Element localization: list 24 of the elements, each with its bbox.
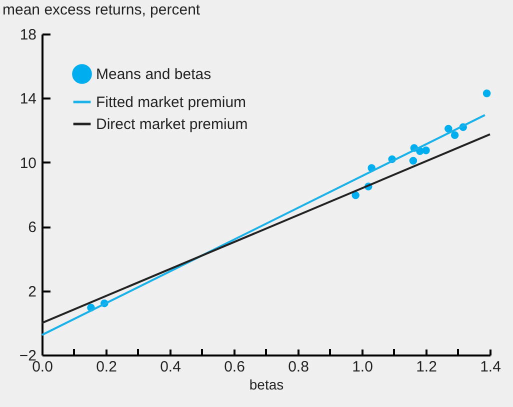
y-tick-label: 6	[28, 219, 36, 236]
x-tick-label: 1.0	[352, 358, 373, 376]
y-tick-label: 14	[20, 90, 36, 108]
y-tick-label: 10	[20, 154, 36, 172]
x-tick-label: 1.4	[480, 358, 501, 376]
point	[409, 156, 418, 165]
x-tick-label: 0.6	[224, 358, 245, 376]
x-axis-title: betas	[249, 376, 284, 392]
x-tick-label: 0.2	[96, 358, 117, 376]
y-tick-label: 18	[20, 26, 36, 44]
y-tick-label: 2	[28, 283, 36, 300]
point	[422, 146, 430, 154]
point	[444, 124, 452, 133]
point	[482, 90, 491, 98]
point	[450, 131, 459, 139]
legend-label: Fitted market premium	[96, 94, 246, 111]
legend-label: Means and betas	[96, 66, 212, 83]
point	[352, 191, 360, 200]
x-tick-label: 0.4	[160, 358, 181, 376]
y-axis-title: mean excess returns, percent	[2, 2, 201, 18]
x-tick-label: 0.0	[32, 358, 53, 376]
legend-label: Direct market premium	[96, 116, 248, 133]
x-tick-label: 1.2	[416, 358, 437, 376]
x-tick-label: 0.8	[288, 358, 309, 376]
